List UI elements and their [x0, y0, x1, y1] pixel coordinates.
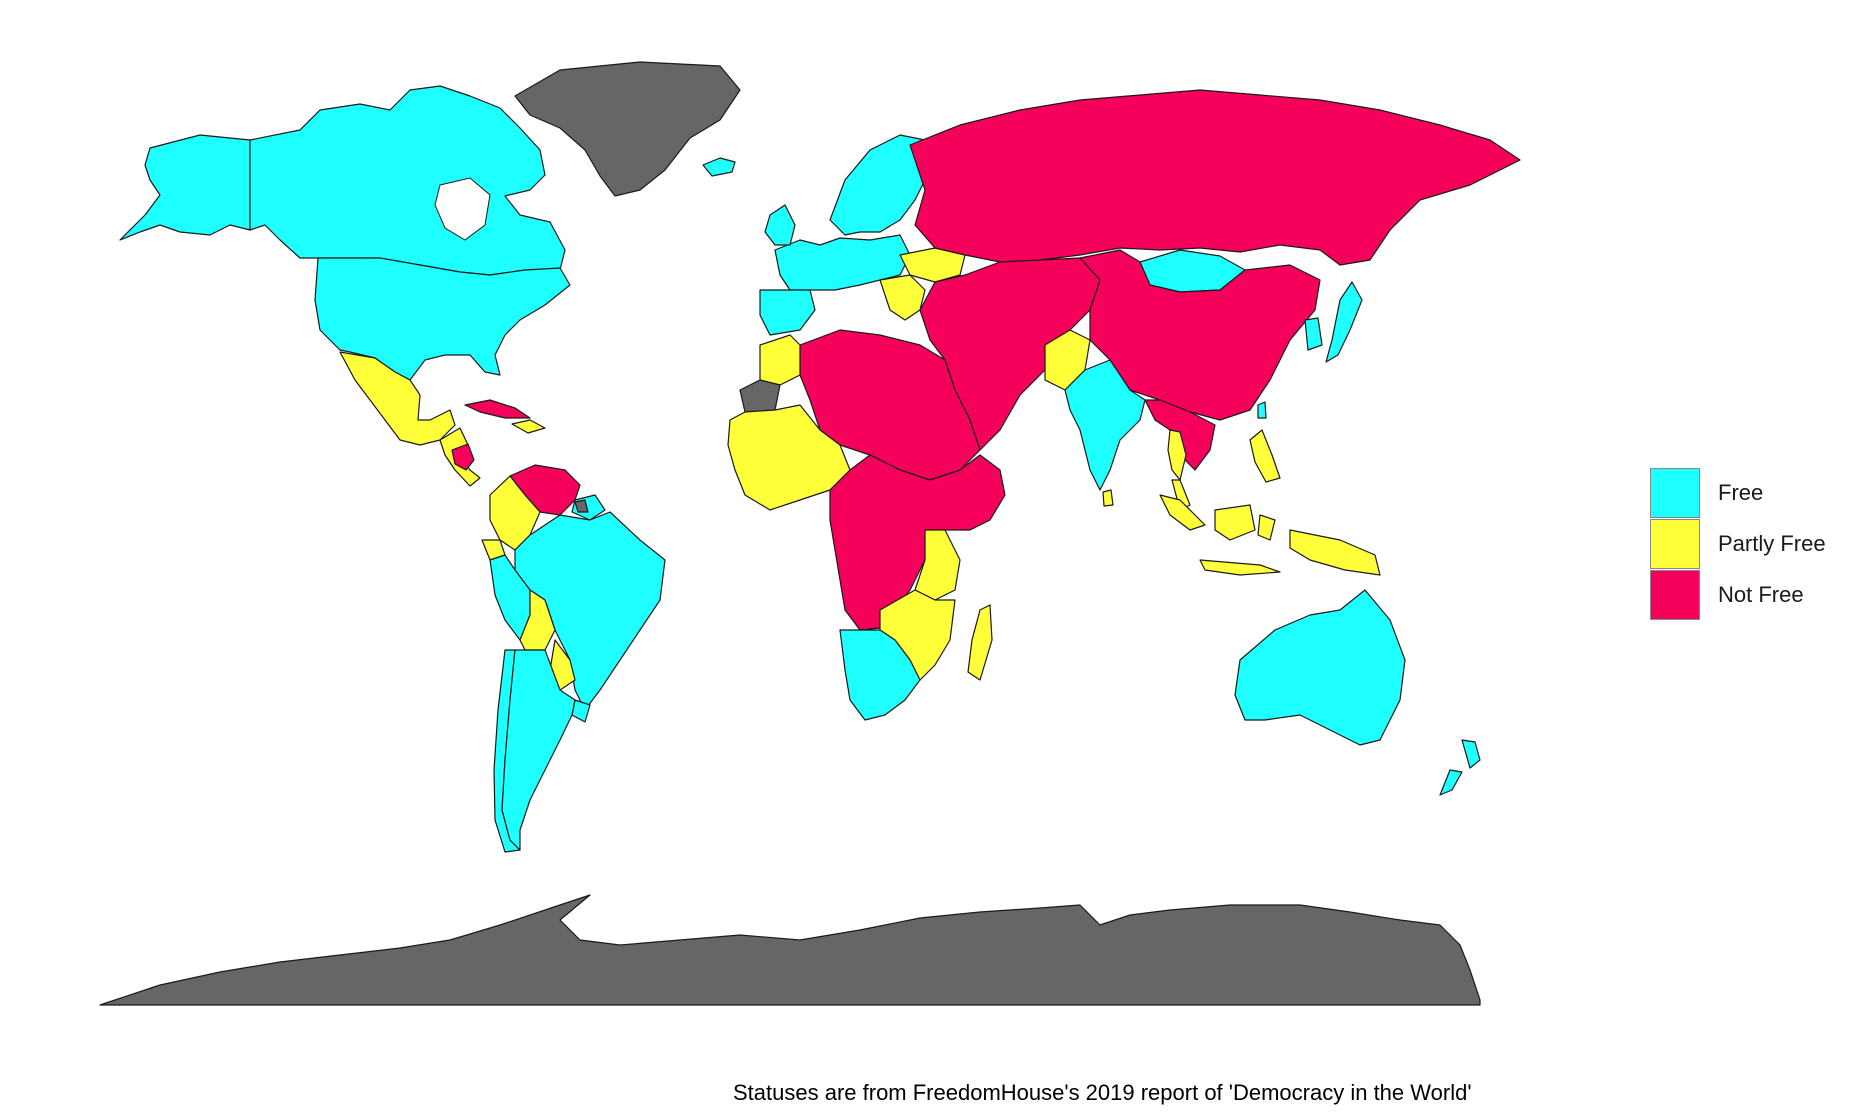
- region-balkans: [879, 274, 926, 321]
- region-french-guiana: [574, 499, 589, 513]
- region-russia: [909, 89, 1521, 266]
- region-scandinavia: [829, 134, 931, 236]
- region-japan: [1325, 281, 1363, 363]
- region-china: [1079, 249, 1321, 421]
- map-legend: Free Partly Free Not Free: [1650, 468, 1860, 621]
- region-nicaragua: [451, 443, 475, 471]
- legend-swatch-free: [1650, 468, 1700, 518]
- region-hudson-bay: [434, 177, 491, 241]
- legend-item-not-free: Not Free: [1650, 570, 1860, 621]
- region-kenya-tanzania: [914, 529, 961, 601]
- region-madagascar: [967, 604, 993, 681]
- region-british-isles: [764, 204, 796, 246]
- region-new-zealand: [1439, 739, 1481, 796]
- region-philippines: [1249, 429, 1281, 483]
- legend-label-not-free: Not Free: [1718, 582, 1804, 607]
- legend-item-free: Free: [1650, 468, 1860, 519]
- legend-item-partly-free: Partly Free: [1650, 519, 1860, 570]
- region-indonesia: [1159, 494, 1381, 576]
- legend-swatch-partly-free: [1650, 519, 1700, 569]
- region-taiwan: [1257, 401, 1267, 419]
- region-iceland: [702, 157, 736, 177]
- legend-label-partly-free: Partly Free: [1718, 531, 1826, 556]
- region-hispaniola: [511, 419, 546, 434]
- region-mexico: [339, 351, 456, 446]
- legend-swatch-not-free: [1650, 570, 1700, 620]
- region-australia: [1234, 589, 1406, 746]
- region-canada: [249, 85, 566, 276]
- source-caption: Statuses are from FreedomHouse's 2019 re…: [733, 1080, 1472, 1105]
- legend-label-free: Free: [1718, 480, 1764, 505]
- region-korea: [1304, 317, 1323, 351]
- region-sri-lanka: [1102, 489, 1114, 507]
- region-morocco: [759, 334, 801, 386]
- region-united-states: [314, 257, 571, 381]
- region-argentina: [501, 649, 576, 851]
- region-cuba: [464, 399, 531, 419]
- region-antarctica: [99, 894, 1481, 1006]
- region-greenland: [514, 61, 741, 197]
- region-western-sahara: [739, 379, 781, 413]
- region-alaska: [119, 134, 251, 241]
- region-india: [1064, 359, 1146, 491]
- country-regions: [99, 61, 1521, 1006]
- region-iberia: [759, 289, 816, 336]
- region-southern-africa: [839, 629, 921, 721]
